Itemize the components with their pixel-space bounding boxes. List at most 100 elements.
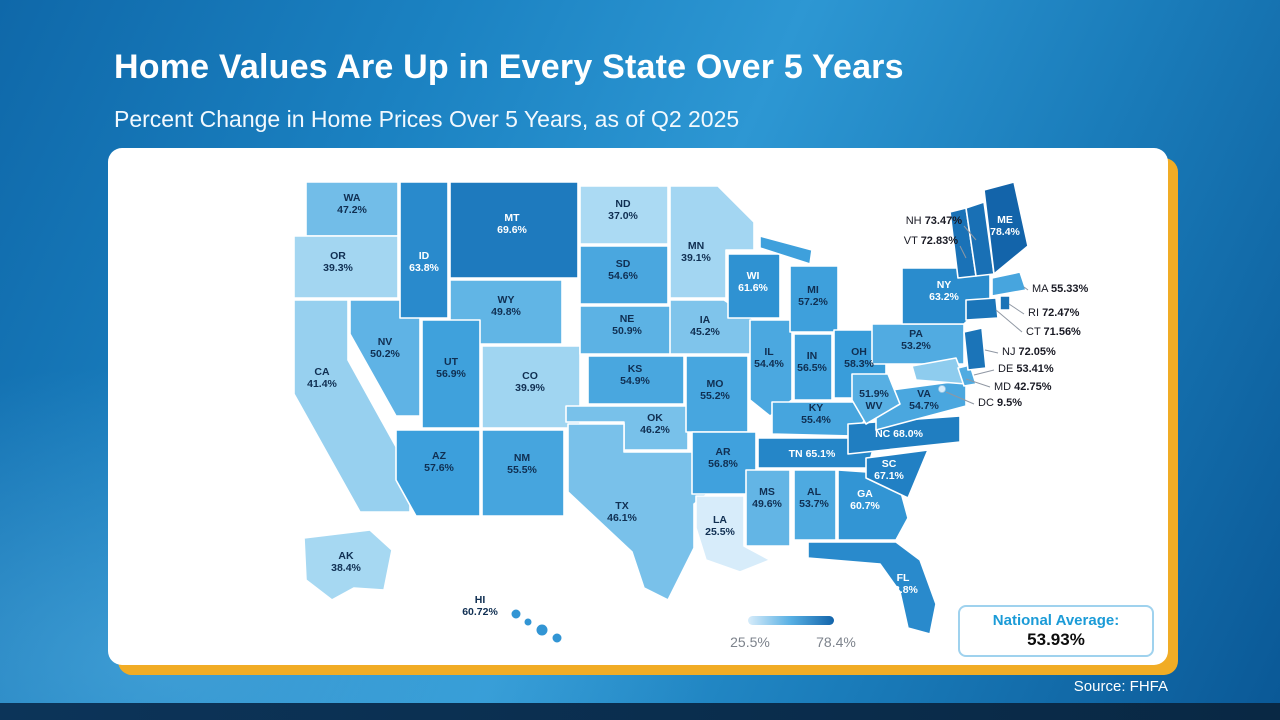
state-value-GA: 60.7% <box>850 500 880 512</box>
callout-line-DE <box>973 369 995 376</box>
state-code-IA: IA <box>700 314 711 326</box>
state-code-IN: IN <box>807 350 818 362</box>
state-code-WA: WA <box>344 192 361 204</box>
state-code-MO: MO <box>707 378 724 390</box>
state-IN <box>793 333 833 401</box>
state-label-RI: RI 72.47% <box>1028 307 1080 319</box>
state-code-FL: FL <box>897 572 910 584</box>
state-code-WV: 51.9% <box>859 388 889 400</box>
state-label-NH: NH 73.47% <box>906 215 962 227</box>
state-value-OK: 46.2% <box>640 424 670 436</box>
state-RI <box>999 295 1011 311</box>
state-MI <box>759 235 813 265</box>
state-value-LA: 25.5% <box>705 526 735 538</box>
state-value-ND: 37.0% <box>608 210 638 222</box>
state-code-ND: ND <box>615 198 631 210</box>
state-value-TX: 46.1% <box>607 512 637 524</box>
state-value-WI: 61.6% <box>738 282 768 294</box>
state-code-OH: OH <box>851 346 867 358</box>
state-code-PA: PA <box>909 328 923 340</box>
state-value-MN: 39.1% <box>681 252 711 264</box>
state-ID <box>399 181 449 319</box>
state-code-MN: MN <box>688 240 704 252</box>
state-NM <box>481 429 565 517</box>
state-MA <box>991 271 1027 297</box>
state-value-KY: 55.4% <box>801 414 831 426</box>
national-average-box: National Average: 53.93% <box>958 605 1154 657</box>
state-value-ID: 63.8% <box>409 262 439 274</box>
state-value-VA: 54.7% <box>909 400 939 412</box>
state-value-AK: 38.4% <box>331 562 361 574</box>
state-ND <box>579 185 669 245</box>
state-HI <box>551 632 563 644</box>
state-value-KS: 54.9% <box>620 375 650 387</box>
state-KS <box>587 355 685 405</box>
state-HI <box>523 617 533 627</box>
state-code-SD: SD <box>616 258 631 270</box>
state-code-IL: IL <box>764 346 774 358</box>
state-code-AK: AK <box>338 550 354 562</box>
state-value-IN: 56.5% <box>797 362 827 374</box>
state-WV <box>851 373 901 425</box>
state-SD <box>579 245 669 305</box>
state-value-OH: 58.3% <box>844 358 874 370</box>
callout-line-VT <box>959 245 967 259</box>
source-text: Source: FHFA <box>1073 678 1168 695</box>
footer-bar <box>0 703 1280 720</box>
page-title: Home Values Are Up in Every State Over 5… <box>114 48 904 86</box>
state-value-AR: 56.8% <box>708 458 738 470</box>
state-label-TN: TN 65.1% <box>789 448 836 460</box>
state-code-SC: SC <box>882 458 897 470</box>
state-SC <box>865 449 929 499</box>
state-UT <box>421 319 481 429</box>
state-AK <box>303 529 393 601</box>
state-value-IA: 45.2% <box>690 326 720 338</box>
state-value-WV: WV <box>866 400 883 412</box>
state-value-SD: 54.6% <box>608 270 638 282</box>
state-label-NC: NC 68.0% <box>875 428 924 440</box>
callout-line-MA <box>1023 286 1029 291</box>
state-code-MS: MS <box>759 486 775 498</box>
state-MN <box>669 185 755 299</box>
state-code-WY: WY <box>498 294 515 306</box>
state-code-OR: OR <box>330 250 346 262</box>
state-code-CO: CO <box>522 370 538 382</box>
state-code-AR: AR <box>715 446 731 458</box>
state-value-NE: 50.9% <box>612 325 642 337</box>
state-code-MI: MI <box>807 284 819 296</box>
national-average-value: 53.93% <box>1027 630 1085 649</box>
callout-line-DC <box>945 391 975 405</box>
state-label-MA: MA 55.33% <box>1032 283 1088 295</box>
state-code-KY: KY <box>809 402 824 414</box>
state-value-SC: 67.1% <box>874 470 904 482</box>
page-subtitle: Percent Change in Home Prices Over 5 Yea… <box>114 106 740 132</box>
map-card: WA 47.2% OR 39.3% CA 41.4% NV 50.2% ID 63.8% MT 69.… <box>108 148 1168 665</box>
state-code-UT: UT <box>444 356 459 368</box>
state-code-AZ: AZ <box>432 450 447 462</box>
state-code-ID: ID <box>419 250 430 262</box>
state-code-LA: LA <box>713 514 727 526</box>
state-value-MI: 57.2% <box>798 296 828 308</box>
state-code-AL: AL <box>807 486 822 498</box>
state-code-KS: KS <box>628 363 643 375</box>
state-label-DE: DE 53.41% <box>998 363 1054 375</box>
state-NJ <box>963 327 987 371</box>
state-value-HI: 60.72% <box>462 606 498 618</box>
us-choropleth-map: WA47.2%OR39.3%CA41.4%NV50.2%ID63.8%MT69.… <box>293 181 1088 644</box>
legend-max-label: 78.4% <box>816 634 856 650</box>
callout-line-MD <box>965 378 991 388</box>
state-code-GA: GA <box>857 488 873 500</box>
state-value-FL: 63.8% <box>888 584 918 596</box>
state-TX <box>567 423 711 601</box>
state-code-CA: CA <box>314 366 330 378</box>
state-value-NM: 55.5% <box>507 464 537 476</box>
state-value-AZ: 57.6% <box>424 462 454 474</box>
state-ME <box>983 181 1029 275</box>
state-value-MT: 69.6% <box>497 224 527 236</box>
state-code-NV: NV <box>378 336 393 348</box>
state-label-VT: VT 72.83% <box>904 235 958 247</box>
legend-min-label: 25.5% <box>730 634 770 650</box>
state-value-PA: 53.2% <box>901 340 931 352</box>
state-value-IL: 54.4% <box>754 358 784 370</box>
state-code-NM: NM <box>514 452 531 464</box>
